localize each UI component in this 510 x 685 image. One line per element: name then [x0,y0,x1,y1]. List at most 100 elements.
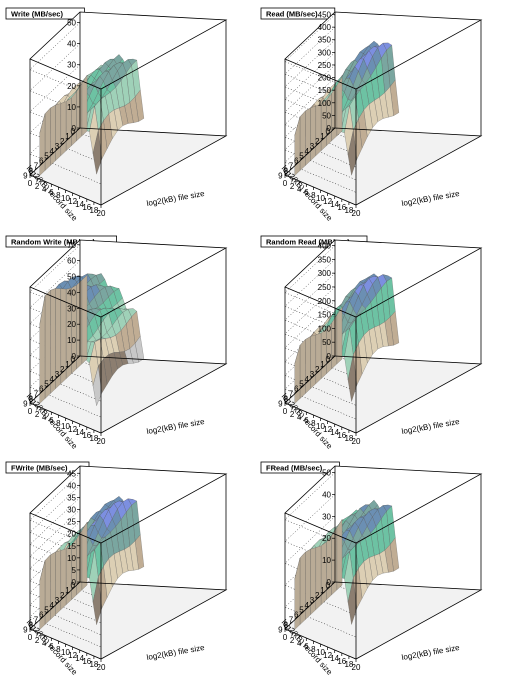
y-tick-label: 5 [44,606,49,615]
x-tick-label: 12 [323,197,332,206]
skirt-cell [315,332,322,385]
y-tick [39,616,44,619]
chart-title: Write (MB/sec) [11,10,63,19]
z-grid-line [284,102,357,181]
z-tick-label: 150 [318,311,332,320]
x-axis-label: log2(kB) file size [146,417,206,436]
z-tick-label: 400 [318,23,332,32]
z-grid-line [29,557,102,636]
y-tick-label: 3 [310,370,315,379]
skirt-cell [60,548,67,611]
y-tick-label: 7 [34,162,39,171]
z-grid-line [284,538,357,616]
y-tick-label: 2 [315,137,320,146]
x-tick-label: 8 [56,645,61,654]
x-tick-label: 18 [89,660,98,669]
z-tick-label: 400 [318,242,332,251]
x-tick-label: 18 [344,660,353,669]
z-tick-label: 10 [67,554,76,563]
surface-skirt [39,521,88,630]
y-tick-label: 4 [49,601,54,610]
y-tick-label: 6 [39,611,44,620]
x-tick-label: 20 [97,209,106,218]
x-tick-label: 6 [49,416,54,425]
x-tick-label: 6 [304,416,309,425]
z-grid-line [29,308,102,386]
y-tick-label: 3 [55,370,60,379]
z-tick-label: 40 [67,288,76,297]
y-tick [305,152,309,156]
x-tick-label: 20 [352,209,361,218]
y-tick [76,581,81,585]
y-tick [310,601,315,605]
z-grid-line [29,324,102,402]
surface-skirt [294,518,343,630]
x-tick-label: 12 [68,651,77,660]
x-tick-label: 18 [344,434,353,443]
floor-plane [285,128,481,205]
x-tick-label: 2 [290,636,295,645]
y-tick-label: 0 [71,127,76,136]
skirt-cell [310,105,316,161]
z-grid-line [29,545,102,623]
y-tick [310,147,315,151]
y-tick [331,355,336,359]
skirt-cell [331,84,337,142]
skirt-cell [39,295,46,404]
y-tick [61,596,65,600]
z-tick-label: 10 [322,556,331,565]
y-tick-label: 6 [294,385,299,394]
y-tick [71,586,75,590]
z-grid-line [284,115,357,193]
x-tick-label: 0 [28,407,33,416]
y-tick [71,132,75,136]
z-grid-line [284,314,357,392]
z-tick-label: 40 [322,490,331,499]
y-tick [76,127,81,131]
skirt-cell [315,545,322,611]
x-tick-label: 16 [337,431,346,440]
y-tick [50,152,54,156]
y-tick [29,400,33,403]
y-tick [61,142,65,146]
z-grid-line [284,77,357,155]
y-tick-label: 5 [44,380,49,389]
x-tick-label: 6 [304,188,309,197]
skirt-cell [320,328,327,380]
skirt-cell [39,113,46,176]
x-tick-label: 6 [49,642,54,651]
y-tick-label: 4 [304,375,309,384]
y-tick-label: 7 [289,162,294,171]
z-grid-line [29,569,102,648]
x-tick-label: 8 [56,191,61,200]
z-grid-line [284,245,357,323]
skirt-cell [44,107,51,171]
z-tick-label: 200 [318,297,332,306]
y-tick [55,147,60,151]
y-tick [310,375,315,379]
x-tick-label: 10 [61,422,70,431]
y-tick [45,611,49,614]
y-tick-label: 5 [44,152,49,161]
x-tick-label: 14 [75,428,84,437]
y-tick-label: 0 [326,355,331,364]
x-tick-label: 4 [297,413,302,422]
y-tick-label: 1 [65,360,70,369]
y-tick [331,127,336,131]
y-tick [316,596,320,600]
z-tick-label: 30 [67,61,76,70]
skirt-cell [305,336,311,394]
y-tick-label: 8 [283,167,288,176]
skirt-cell [55,103,61,161]
y-tick [55,601,60,605]
y-tick-label: 1 [320,360,325,369]
z-tick-label: 0 [327,124,332,133]
z-tick-label: 300 [318,269,332,278]
y-tick-label: 0 [326,581,331,590]
x-tick-label: 12 [323,651,332,660]
y-tick [321,591,325,595]
z-grid-line [284,89,357,168]
y-tick [300,611,304,614]
